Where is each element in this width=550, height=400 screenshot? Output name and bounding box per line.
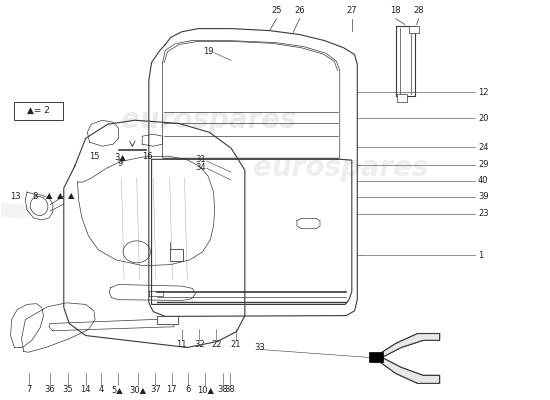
FancyBboxPatch shape bbox=[14, 102, 63, 120]
Text: 12: 12 bbox=[478, 88, 488, 97]
Text: 5▲: 5▲ bbox=[112, 385, 123, 394]
Text: 28: 28 bbox=[414, 6, 424, 15]
Ellipse shape bbox=[30, 196, 48, 216]
Text: 23: 23 bbox=[478, 210, 488, 218]
Text: 21: 21 bbox=[230, 340, 241, 349]
Text: 1: 1 bbox=[478, 250, 483, 260]
Text: 13: 13 bbox=[10, 192, 21, 200]
Text: 10▲: 10▲ bbox=[197, 385, 214, 394]
Text: 26: 26 bbox=[294, 6, 305, 15]
Text: ▲: ▲ bbox=[57, 192, 63, 200]
Polygon shape bbox=[374, 334, 439, 383]
Text: 34: 34 bbox=[196, 163, 206, 172]
Text: 16: 16 bbox=[142, 152, 152, 161]
Text: 24: 24 bbox=[478, 143, 488, 152]
Text: 3▲: 3▲ bbox=[114, 152, 126, 161]
Text: 17: 17 bbox=[167, 385, 177, 394]
Text: eurospares: eurospares bbox=[253, 154, 428, 182]
Text: 15: 15 bbox=[89, 152, 99, 161]
Text: 11: 11 bbox=[177, 340, 187, 349]
Ellipse shape bbox=[123, 241, 151, 263]
Text: 8: 8 bbox=[32, 192, 38, 200]
Text: 31: 31 bbox=[196, 155, 206, 164]
Text: 19: 19 bbox=[203, 47, 213, 56]
Text: 35: 35 bbox=[62, 385, 73, 394]
FancyBboxPatch shape bbox=[370, 352, 383, 362]
Text: 18: 18 bbox=[390, 6, 401, 15]
FancyBboxPatch shape bbox=[169, 249, 183, 260]
Text: 30▲: 30▲ bbox=[129, 385, 146, 394]
Text: 25: 25 bbox=[271, 6, 282, 15]
Text: ▲: ▲ bbox=[46, 192, 52, 200]
Text: 14: 14 bbox=[80, 385, 91, 394]
Text: 6: 6 bbox=[186, 385, 191, 394]
Text: ▲: ▲ bbox=[68, 192, 74, 200]
FancyBboxPatch shape bbox=[157, 316, 178, 324]
Text: eurospares: eurospares bbox=[122, 106, 297, 134]
Text: ▲= 2: ▲= 2 bbox=[27, 106, 50, 115]
Text: 38: 38 bbox=[224, 385, 235, 394]
Text: 37: 37 bbox=[150, 385, 161, 394]
Text: 4: 4 bbox=[98, 385, 104, 394]
Text: 7: 7 bbox=[26, 385, 32, 394]
FancyBboxPatch shape bbox=[397, 94, 406, 102]
Text: 39: 39 bbox=[478, 192, 488, 201]
Text: 22: 22 bbox=[211, 340, 222, 349]
Text: 32: 32 bbox=[194, 340, 205, 349]
Text: 29: 29 bbox=[478, 160, 488, 170]
FancyBboxPatch shape bbox=[409, 26, 419, 33]
Text: 20: 20 bbox=[478, 114, 488, 123]
Text: 38: 38 bbox=[217, 385, 228, 394]
Text: 40: 40 bbox=[478, 176, 488, 185]
Text: 9: 9 bbox=[118, 159, 123, 168]
Text: 33: 33 bbox=[254, 343, 265, 352]
Text: 36: 36 bbox=[45, 385, 56, 394]
Text: 27: 27 bbox=[346, 6, 357, 15]
